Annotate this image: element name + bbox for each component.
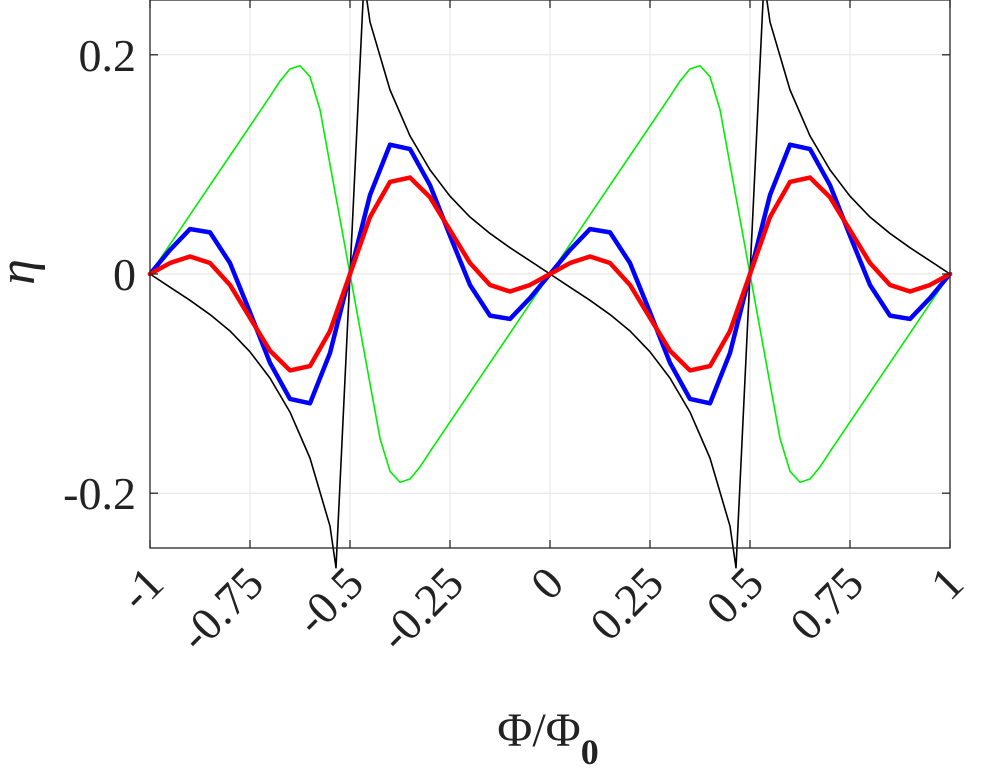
x-tick-label: 0.25	[580, 557, 673, 650]
y-tick-label: 0.2	[79, 30, 137, 81]
x-tick-label: -0.25	[369, 557, 473, 661]
x-axis-label-subscript: 0	[581, 732, 599, 772]
x-tick-label: -0.5	[286, 557, 374, 645]
series-line-4	[147, 175, 953, 373]
y-axis-label: η	[0, 259, 46, 285]
x-axis-label: Φ/Φ0	[497, 704, 599, 772]
x-tick-label: -1	[110, 557, 173, 620]
tick-labels: -0.200.2-1-0.75 -0.5-0.25 0 0.25 0.5 0.75 1	[63, 30, 973, 661]
axes	[149, 0, 951, 549]
x-tick-label: 0	[521, 557, 573, 609]
x-tick-label: 1	[921, 557, 973, 609]
plot-area	[147, 0, 953, 569]
x-tick-label: -0.75	[169, 557, 273, 661]
x-tick-label: 0.75	[780, 557, 873, 650]
y-tick-label: 0	[113, 249, 136, 300]
x-tick-label: 0.5	[696, 557, 773, 634]
x-axis-label-main: Φ/Φ	[497, 704, 581, 757]
y-tick-label: -0.2	[63, 468, 136, 519]
